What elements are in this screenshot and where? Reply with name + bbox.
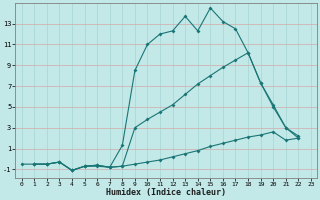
X-axis label: Humidex (Indice chaleur): Humidex (Indice chaleur): [106, 188, 226, 197]
